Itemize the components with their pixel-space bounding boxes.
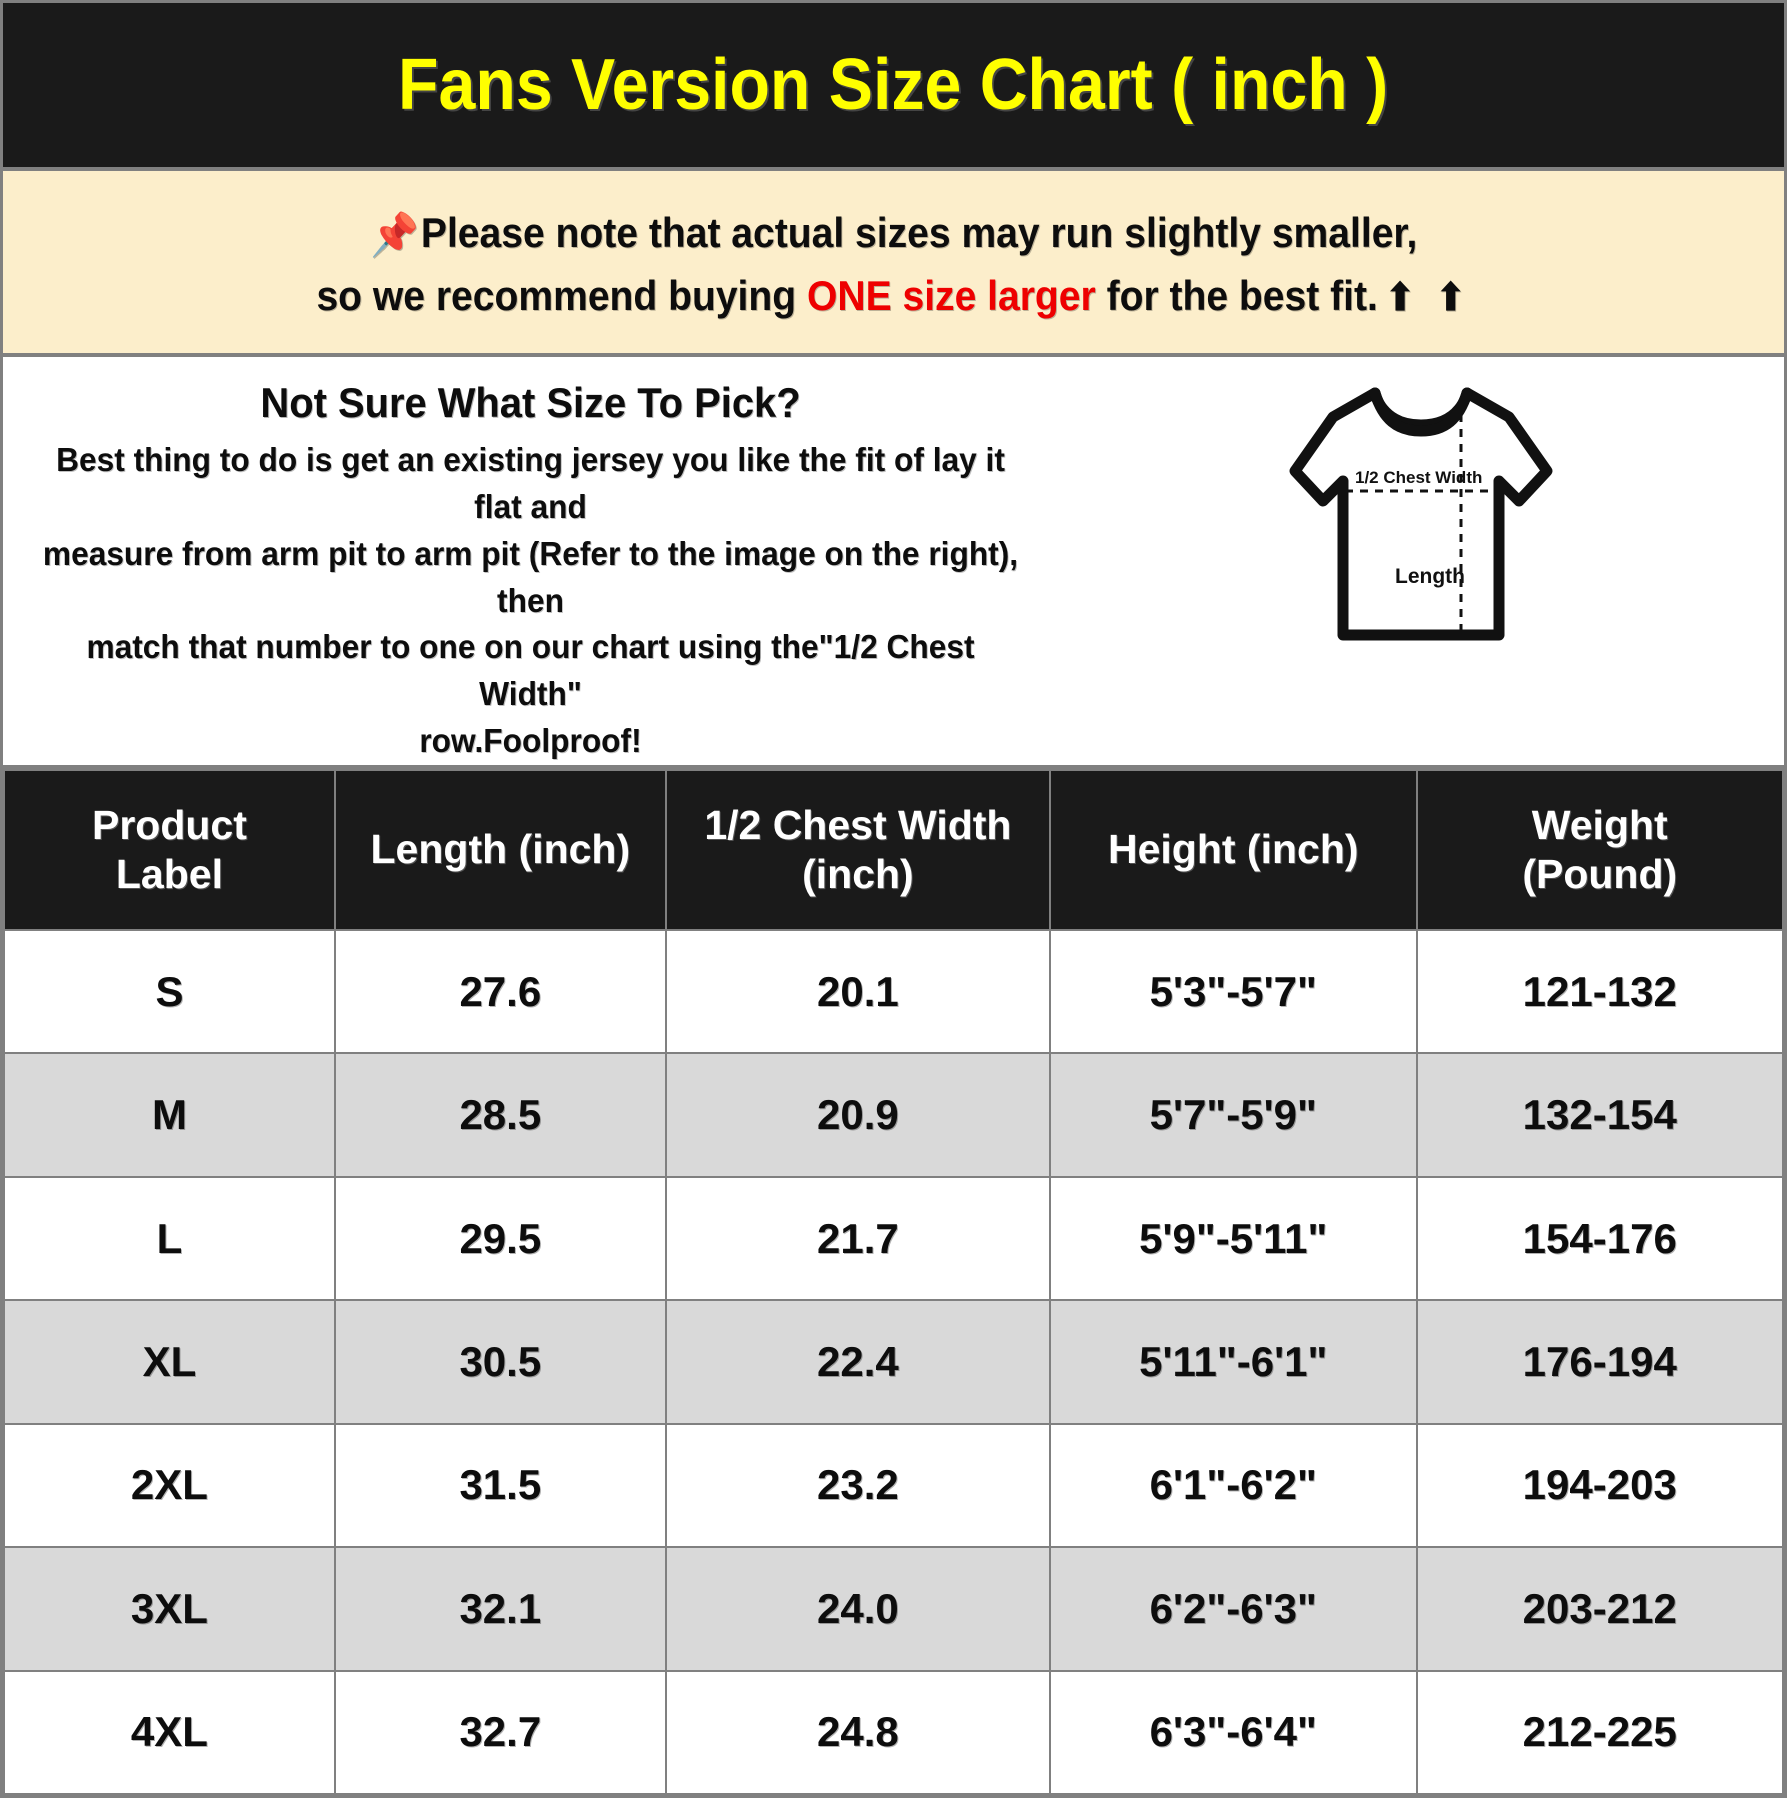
note-line-2-suffix: for the best fit.	[1095, 272, 1378, 319]
note-line-1: 📌Please note that actual sizes may run s…	[370, 203, 1417, 266]
title-banner: Fans Version Size Chart ( inch )	[3, 3, 1784, 171]
cell-product-label: 2XL	[3, 1422, 336, 1549]
header-line: Height (inch)	[1108, 826, 1359, 873]
cell-length: 31.5	[333, 1422, 667, 1549]
header-line: Weight	[1531, 801, 1668, 848]
sizing-help-text: Not Sure What Size To Pick? Best thing t…	[3, 369, 1058, 765]
column-header-height: Height (inch)	[1049, 769, 1418, 932]
column-header-weight: Weight (Pound)	[1415, 769, 1784, 932]
length-label: Length	[1395, 565, 1465, 588]
sizing-help-section: Not Sure What Size To Pick? Best thing t…	[3, 357, 1784, 770]
cell-length: 32.1	[333, 1546, 667, 1672]
table-header-row: Product Label Length (inch) 1/2 Chest Wi…	[3, 769, 1784, 932]
table-header: Product Label Length (inch) 1/2 Chest Wi…	[3, 769, 1784, 932]
sizing-help-line-1: Best thing to do is get an existing jers…	[56, 441, 1005, 525]
header-line: (inch)	[802, 851, 914, 898]
cell-half-chest-width: 20.1	[664, 929, 1052, 1055]
size-table: Product Label Length (inch) 1/2 Chest Wi…	[3, 769, 1784, 1795]
cell-half-chest-width: 22.4	[664, 1299, 1052, 1425]
cell-height: 6'3"-6'4"	[1049, 1669, 1418, 1795]
cell-length: 28.5	[333, 1052, 667, 1178]
page-title: Fans Version Size Chart ( inch )	[398, 45, 1389, 125]
cell-weight: 121-132	[1415, 929, 1784, 1055]
cell-length: 32.7	[333, 1669, 667, 1795]
note-line-2-prefix: so we recommend buying	[316, 272, 807, 319]
up-arrow-icon: ⬆ ⬆	[1385, 277, 1471, 319]
tshirt-icon: 1/2 Chest Width Length	[1289, 387, 1553, 641]
cell-weight: 154-176	[1415, 1175, 1784, 1302]
note-highlight: ONE size larger	[806, 272, 1096, 319]
cell-height: 6'2"-6'3"	[1049, 1546, 1418, 1672]
cell-half-chest-width: 20.9	[664, 1052, 1052, 1178]
cell-product-label: M	[3, 1052, 336, 1178]
cell-half-chest-width: 23.2	[664, 1422, 1052, 1549]
cell-product-label: L	[3, 1175, 336, 1302]
table-row: S 27.6 20.1 5'3"-5'7" 121-132	[3, 929, 1784, 1055]
header-line: 1/2 Chest Width	[704, 801, 1012, 848]
header-line: Product	[91, 801, 247, 848]
pin-icon: 📌	[370, 211, 419, 259]
cell-product-label: XL	[3, 1299, 336, 1425]
table-row: XL 30.5 22.4 5'11"-6'1" 176-194	[3, 1299, 1784, 1425]
cell-half-chest-width: 24.8	[664, 1669, 1052, 1795]
cell-weight: 132-154	[1415, 1052, 1784, 1178]
table-row: 4XL 32.7 24.8 6'3"-6'4" 212-225	[3, 1669, 1784, 1795]
cell-height: 6'1"-6'2"	[1049, 1422, 1418, 1549]
note-line-1-text: Please note that actual sizes may run sl…	[420, 209, 1417, 257]
cell-weight: 203-212	[1415, 1546, 1784, 1672]
cell-half-chest-width: 21.7	[664, 1175, 1052, 1302]
cell-product-label: S	[3, 929, 336, 1055]
cell-height: 5'7"-5'9"	[1049, 1052, 1418, 1178]
cell-height: 5'9"-5'11"	[1049, 1175, 1418, 1302]
header-line: (Pound)	[1522, 851, 1678, 898]
cell-product-label: 4XL	[3, 1669, 336, 1795]
tshirt-diagram: 1/2 Chest Width Length	[1271, 373, 1571, 663]
sizing-help-line-2: measure from arm pit to arm pit (Refer t…	[42, 534, 1019, 619]
note-line-2: so we recommend buying ONE size larger f…	[316, 266, 1471, 327]
column-header-length: Length (inch)	[333, 769, 667, 932]
chest-width-label: 1/2 Chest Width	[1355, 468, 1482, 487]
cell-half-chest-width: 24.0	[664, 1546, 1052, 1672]
sizing-help-line-3: match that number to one on our chart us…	[86, 628, 975, 713]
sizing-help-line-4: row.Foolproof!	[419, 722, 642, 760]
cell-length: 27.6	[333, 929, 667, 1055]
cell-product-label: 3XL	[3, 1546, 336, 1672]
cell-weight: 194-203	[1415, 1422, 1784, 1549]
note-banner: 📌Please note that actual sizes may run s…	[3, 171, 1784, 357]
column-header-product-label: Product Label	[3, 769, 336, 932]
table-row: L 29.5 21.7 5'9"-5'11" 154-176	[3, 1175, 1784, 1302]
header-line: Length (inch)	[370, 826, 631, 873]
table-row: M 28.5 20.9 5'7"-5'9" 132-154	[3, 1052, 1784, 1178]
header-line: Label	[115, 851, 223, 898]
table-row: 2XL 31.5 23.2 6'1"-6'2" 194-203	[3, 1422, 1784, 1549]
sizing-help-heading: Not Sure What Size To Pick?	[260, 379, 801, 426]
tshirt-diagram-container: 1/2 Chest Width Length	[1058, 369, 1784, 663]
cell-length: 30.5	[333, 1299, 667, 1425]
cell-length: 29.5	[333, 1175, 667, 1302]
cell-weight: 176-194	[1415, 1299, 1784, 1425]
cell-height: 5'3"-5'7"	[1049, 929, 1418, 1055]
cell-height: 5'11"-6'1"	[1049, 1299, 1418, 1425]
table-body: S 27.6 20.1 5'3"-5'7" 121-132 M 28.5 20.9 5'7"-5…	[3, 929, 1784, 1795]
cell-weight: 212-225	[1415, 1669, 1784, 1795]
table-row: 3XL 32.1 24.0 6'2"-6'3" 203-212	[3, 1546, 1784, 1672]
column-header-half-chest-width: 1/2 Chest Width (inch)	[664, 769, 1052, 932]
